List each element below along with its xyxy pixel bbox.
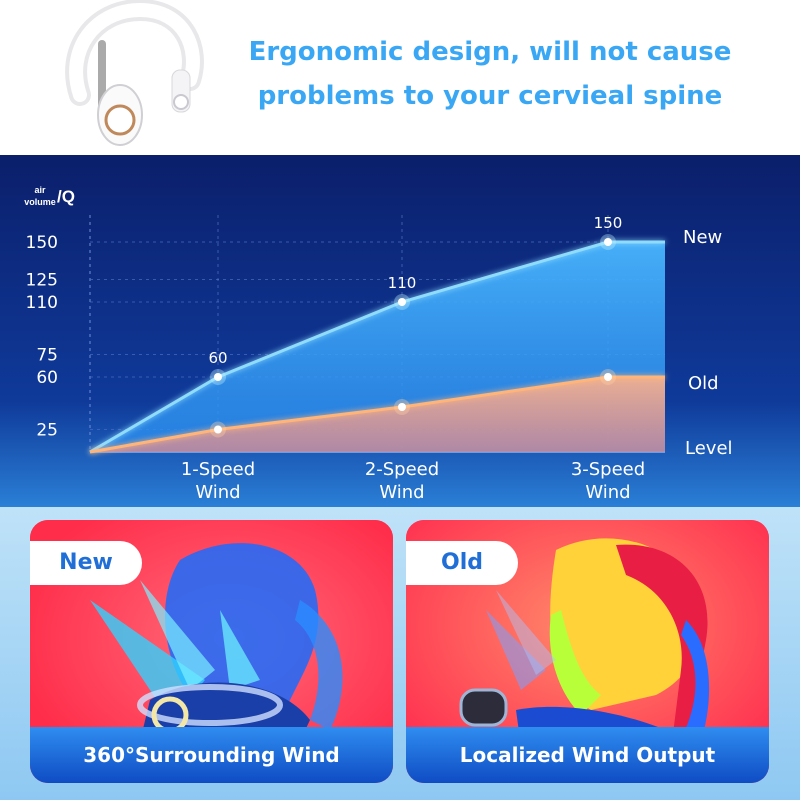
new-data-point (214, 373, 222, 381)
new-data-point (398, 298, 406, 306)
old-data-point (214, 425, 222, 434)
old-series-area (90, 377, 665, 452)
legend-old: Old (688, 373, 719, 394)
y-axis-label-unit: /Q (57, 187, 75, 206)
new-tag: New (30, 541, 142, 585)
old-caption: Localized Wind Output (406, 727, 769, 783)
data-label: 60 (208, 349, 227, 367)
old-data-point (604, 373, 612, 381)
y-tick-label: 75 (36, 346, 58, 366)
new-caption: 360°Surrounding Wind (30, 727, 393, 783)
old-tag: Old (406, 541, 518, 585)
new-comparison-card: New 360°Surrounding Wind (30, 520, 393, 783)
new-data-point (604, 238, 612, 246)
neck-fan-product-icon (65, 0, 204, 146)
y-tick-label: 60 (36, 368, 58, 388)
y-tick-label: 125 (26, 271, 58, 291)
legend-new: New (683, 227, 722, 248)
y-axis-label-small-bottom: volume (24, 197, 56, 207)
header-section: Ergonomic design, will not cause problem… (0, 0, 800, 155)
data-label: 150 (594, 214, 623, 232)
headline-line-1: Ergonomic design, will not cause (248, 37, 732, 67)
comparison-section: New 360°Surrounding Wind Old Localized W… (0, 507, 800, 800)
page-headline: Ergonomic design, will not cause problem… (215, 30, 765, 118)
y-tick-label: 110 (26, 293, 58, 313)
x-tick-label: 1-Speed Wind (181, 459, 255, 503)
x-tick-label: 2-Speed Wind (365, 459, 439, 503)
old-comparison-card: Old Localized Wind Output (406, 520, 769, 783)
x-axis-label: Level (685, 438, 733, 459)
x-tick-label: 3-Speed Wind (571, 459, 645, 503)
y-tick-label: 25 (36, 421, 58, 441)
y-tick-label: 150 (26, 233, 58, 253)
old-data-point (398, 403, 406, 411)
chart-panel: 25 60 75 110 125 150 1-Speed Wind 2-Speed Wind 3-… (0, 155, 800, 507)
y-axis-label-small-top: air (34, 185, 46, 195)
data-label: 110 (388, 274, 417, 292)
headline-line-2: problems to your cervieal spine (257, 81, 723, 111)
